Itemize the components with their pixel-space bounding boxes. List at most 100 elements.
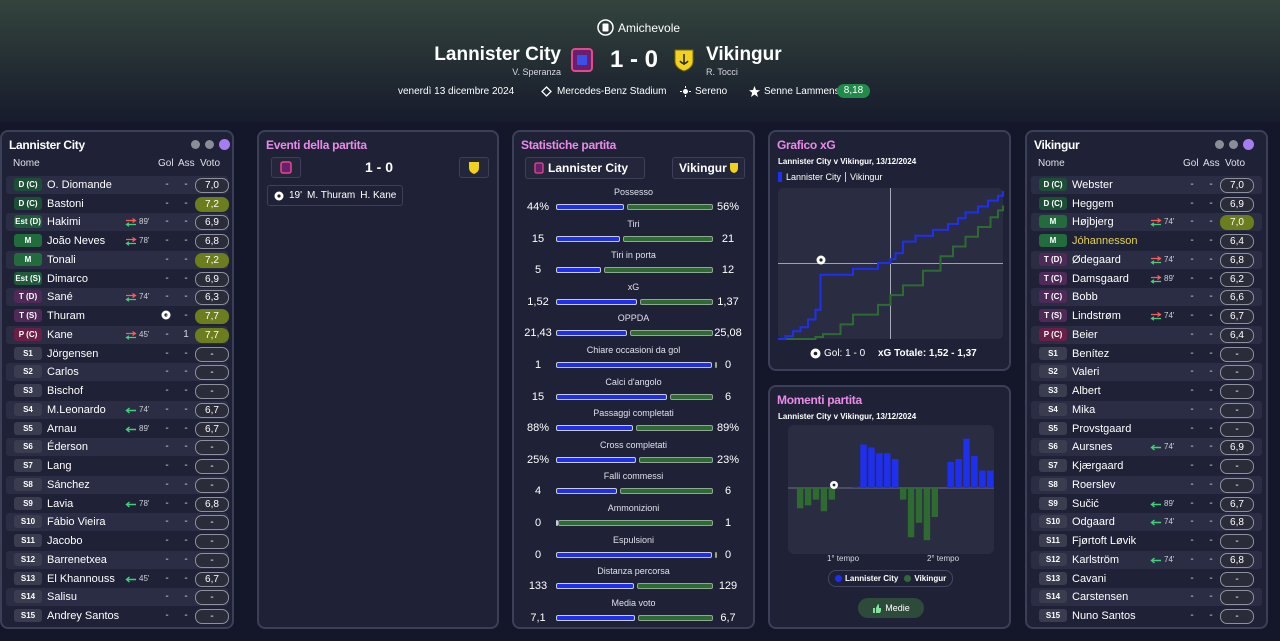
stat-name: Possesso xyxy=(613,187,654,197)
goals-summary: Gol: 1 - 0 xyxy=(824,348,866,359)
player-name: Thuram xyxy=(47,310,85,323)
stat-home: 7,1 xyxy=(530,611,546,624)
rating: 6,7 xyxy=(195,421,229,437)
arrow xyxy=(1150,260,1161,265)
sub-in-icon xyxy=(125,501,136,508)
momentum-bar xyxy=(876,453,883,488)
momentum-bar xyxy=(947,461,954,488)
goals: - xyxy=(165,310,169,322)
rating: 6,9 xyxy=(195,271,229,287)
player-row: S15 Nuno Santos - - - xyxy=(1031,607,1262,625)
stat-away: 23% xyxy=(716,453,740,466)
rating: - xyxy=(195,459,229,475)
player-name: Albert xyxy=(1072,385,1101,398)
arrow xyxy=(126,237,137,243)
averages-button[interactable]: Medie xyxy=(858,598,924,618)
stat-name: xG xyxy=(627,281,640,292)
assists: - xyxy=(184,478,188,490)
stat-bar-away xyxy=(638,614,713,621)
arrow xyxy=(1150,557,1161,564)
assists: - xyxy=(184,572,188,584)
position-badge: S11 xyxy=(14,534,42,548)
plot-area xyxy=(788,425,994,554)
stat-away: 6 xyxy=(724,390,732,403)
goals: - xyxy=(165,572,169,584)
assists: - xyxy=(1209,235,1213,247)
position-badge: S3 xyxy=(1039,384,1067,398)
player-row: S9 Sučić 89' - -6,7 xyxy=(1031,495,1262,513)
away-crest xyxy=(674,49,694,72)
player-name: Benítez xyxy=(1072,347,1110,360)
rating: - xyxy=(1220,346,1254,362)
away-crest xyxy=(469,162,479,174)
assists: - xyxy=(184,497,188,509)
player-name: Sučić xyxy=(1072,497,1099,510)
position-badge: T (D) xyxy=(1039,252,1067,266)
player-name: Sánchez xyxy=(47,478,90,491)
player-row: S3 Bischof - - - xyxy=(6,382,229,400)
momentum-bar xyxy=(884,453,891,488)
position-badge: S12 xyxy=(1039,552,1067,566)
arrow xyxy=(125,407,136,414)
column-header: Gol xyxy=(1183,158,1199,169)
rating: 7,0 xyxy=(1220,178,1254,193)
stadium: Mercedes-Benz Stadium xyxy=(557,86,667,97)
stat-home: 88% xyxy=(526,422,550,435)
player-name: Mika xyxy=(1072,403,1096,416)
stat-bar-home xyxy=(556,393,667,400)
position-badge: D (C) xyxy=(14,196,42,210)
goals: - xyxy=(165,216,169,228)
stat-home: 15 xyxy=(531,232,545,245)
position-badge: T (S) xyxy=(14,309,42,323)
goals: - xyxy=(165,460,169,472)
player-row: T (S) Thuram - -7,7 xyxy=(6,307,229,325)
rating: 6,2 xyxy=(1220,271,1254,287)
stat-name: Cross completati xyxy=(599,439,668,450)
stat-name: Distanza percorsa xyxy=(597,566,670,577)
stat-away: 21 xyxy=(721,232,735,245)
assists: - xyxy=(1209,460,1213,472)
assists: - xyxy=(1209,591,1213,603)
player-name: Carstensen xyxy=(1072,591,1129,604)
player-name: Kane xyxy=(47,328,73,341)
assists: - xyxy=(1209,572,1213,584)
column-header: Nome xyxy=(1038,158,1065,169)
sub-out-icon xyxy=(125,293,137,303)
rating: - xyxy=(195,552,229,568)
stat-bar-home xyxy=(556,425,633,432)
rating: 7,7 xyxy=(195,309,229,325)
goal-icon xyxy=(161,310,171,320)
player-row: S13 Cavani - - - xyxy=(1031,570,1262,588)
sub-out-icon xyxy=(1150,218,1162,228)
goals: - xyxy=(1190,441,1194,453)
player-name: Bastoni xyxy=(47,197,84,210)
stat-bar-home xyxy=(556,235,620,242)
player-row: Est (S) Dimarco - -6,9 xyxy=(6,270,229,288)
goals: - xyxy=(1190,572,1194,584)
position-badge: M xyxy=(1039,234,1067,248)
position-badge: S13 xyxy=(1039,571,1067,585)
goals: - xyxy=(165,197,169,209)
rating: - xyxy=(195,346,229,362)
assists: - xyxy=(184,591,188,603)
legend-item: Vikingur xyxy=(904,574,946,583)
assists: - xyxy=(1209,610,1213,622)
assists: - xyxy=(1209,403,1213,415)
player-row: P (C) Kane 45' - 1 7,7 xyxy=(6,325,229,344)
rating: - xyxy=(195,440,229,456)
half-label: 2° tempo xyxy=(926,554,960,563)
events-panel: Eventi della partita 1 - 0 19' M. Thuram H… xyxy=(257,130,499,629)
stat-bar-away xyxy=(603,267,713,274)
ball-icon xyxy=(810,348,821,359)
xg-panel: Grafico xG Lannister City v Vikingur, 13… xyxy=(768,130,1011,371)
position-badge: S3 xyxy=(14,384,42,398)
sub-minute: 78' xyxy=(139,236,150,246)
away-crest-box xyxy=(459,157,489,178)
arrow xyxy=(125,335,136,340)
arrow xyxy=(126,293,137,299)
goals: - xyxy=(1190,591,1194,603)
goals: - xyxy=(1190,478,1194,490)
stat-away: 12 xyxy=(721,264,735,277)
rating: - xyxy=(1220,477,1254,493)
